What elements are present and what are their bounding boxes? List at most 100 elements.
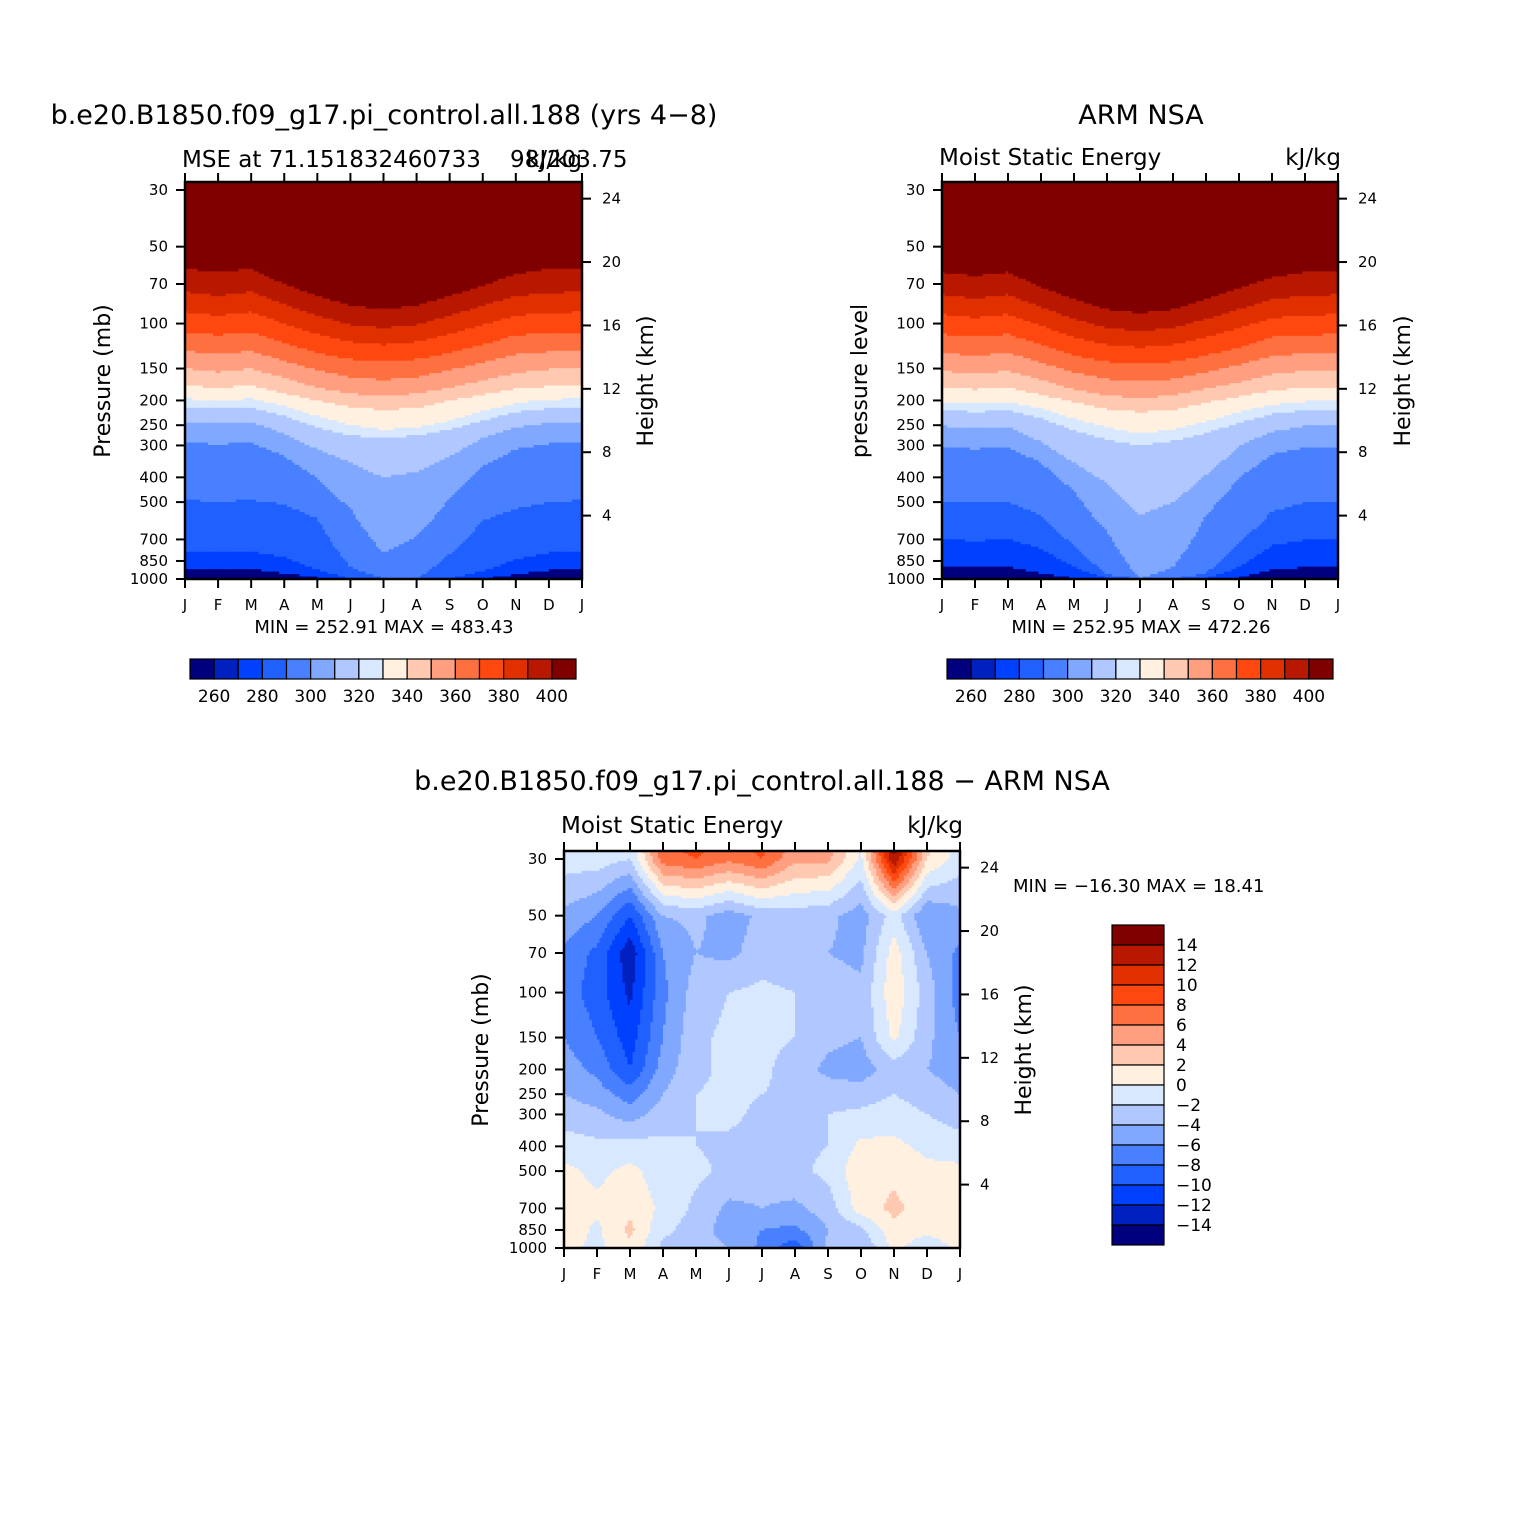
contour-cell xyxy=(401,544,405,580)
contour-cell xyxy=(944,333,948,354)
contour-cell xyxy=(1292,412,1296,429)
contour-cell xyxy=(1104,427,1108,441)
contour-cell xyxy=(475,345,479,364)
contour-cell xyxy=(1274,412,1278,431)
contour-cell xyxy=(370,427,374,439)
contour-cell xyxy=(235,313,240,334)
contour-cell xyxy=(1005,447,1009,503)
contour-cell xyxy=(312,400,316,416)
contour-cell xyxy=(271,358,275,377)
contour-cell xyxy=(1231,452,1235,486)
contour-cell xyxy=(571,569,575,580)
contour-cell xyxy=(424,182,428,305)
contour-cell xyxy=(1089,512,1093,563)
contour-cell xyxy=(1264,549,1268,573)
contour-cell xyxy=(1320,315,1324,337)
contour-cell xyxy=(1132,330,1136,347)
contour-cell xyxy=(230,442,234,503)
contour-cell xyxy=(243,350,247,369)
x-tick-label: J xyxy=(939,596,944,614)
contour-cell xyxy=(987,182,991,275)
contour-cell xyxy=(1213,353,1217,372)
contour-cell xyxy=(536,504,540,555)
contour-cell xyxy=(225,313,229,334)
contour-cell xyxy=(386,343,390,362)
contour-cell xyxy=(1269,405,1273,416)
contour-cell xyxy=(569,1166,573,1249)
contour-cell xyxy=(1193,340,1197,359)
contour-cell xyxy=(1175,427,1179,441)
contour-cell xyxy=(637,900,641,914)
contour-cell xyxy=(230,422,234,444)
contour-cell xyxy=(543,502,547,555)
contour-cell xyxy=(1157,328,1161,347)
contour-cell xyxy=(246,397,250,409)
contour-cell xyxy=(1231,182,1235,292)
contour-cell xyxy=(1332,293,1337,315)
contour-cell xyxy=(1061,296,1065,317)
contour-cell xyxy=(396,474,400,548)
contour-cell xyxy=(457,330,461,352)
contour-cell xyxy=(230,502,234,553)
contour-cell xyxy=(350,407,354,426)
contour-cell xyxy=(1127,432,1131,444)
contour-cell xyxy=(314,353,318,372)
contour-cell xyxy=(431,301,435,322)
contour-cell xyxy=(332,546,336,575)
contour-cell xyxy=(243,385,247,399)
contour-cell xyxy=(1178,182,1182,310)
contour-cell xyxy=(1175,343,1179,362)
contour-cell xyxy=(411,182,415,307)
contour-cell xyxy=(373,437,377,476)
contour-cell xyxy=(294,288,298,310)
contour-cell xyxy=(230,333,234,354)
contour-cell xyxy=(380,410,385,431)
contour-cell xyxy=(207,502,212,553)
contour-cell xyxy=(1312,566,1316,580)
contour-cell xyxy=(286,507,290,560)
contour-cell xyxy=(470,574,474,580)
contour-cell xyxy=(1074,492,1078,548)
contour-cell xyxy=(1246,420,1250,444)
contour-cell xyxy=(571,422,575,444)
contour-cell xyxy=(462,368,466,387)
contour-cell xyxy=(982,502,986,543)
contour-cell xyxy=(1233,397,1238,414)
contour-cell xyxy=(324,430,329,454)
contour-cell xyxy=(531,447,535,506)
contour-cell xyxy=(1195,482,1199,533)
contour-cell xyxy=(380,328,385,347)
contour-cell xyxy=(1294,504,1298,543)
contour-cell xyxy=(235,551,240,570)
contour-cell xyxy=(574,1168,578,1249)
contour-cell xyxy=(1315,502,1319,540)
contour-cell xyxy=(1162,410,1166,431)
contour-cell xyxy=(398,407,402,429)
contour-cell xyxy=(1160,345,1164,364)
contour-cell xyxy=(1061,182,1065,297)
contour-cell xyxy=(520,410,525,429)
contour-cell xyxy=(571,311,575,334)
contour-cell xyxy=(990,447,994,503)
contour-cell xyxy=(490,343,494,362)
contour-cell xyxy=(604,905,608,929)
contour-cell xyxy=(967,412,971,429)
contour-cell xyxy=(1246,410,1250,421)
contour-cell xyxy=(594,1106,598,1140)
contour-cell xyxy=(627,1238,631,1249)
contour-cell xyxy=(571,1099,575,1132)
contour-cell xyxy=(271,554,275,573)
contour-cell xyxy=(627,903,631,919)
contour-cell xyxy=(195,499,199,553)
contour-cell xyxy=(1127,564,1131,578)
y-tick-label: 1000 xyxy=(130,570,168,588)
contour-cell xyxy=(612,851,616,865)
contour-cell xyxy=(1332,387,1337,401)
contour-cell xyxy=(490,323,494,344)
contour-cell xyxy=(492,566,497,578)
contour-cell xyxy=(1074,566,1078,580)
contour-cell xyxy=(467,328,471,349)
contour-cell xyxy=(1079,373,1083,392)
contour-cell xyxy=(1284,507,1288,545)
contour-cell xyxy=(533,271,537,295)
